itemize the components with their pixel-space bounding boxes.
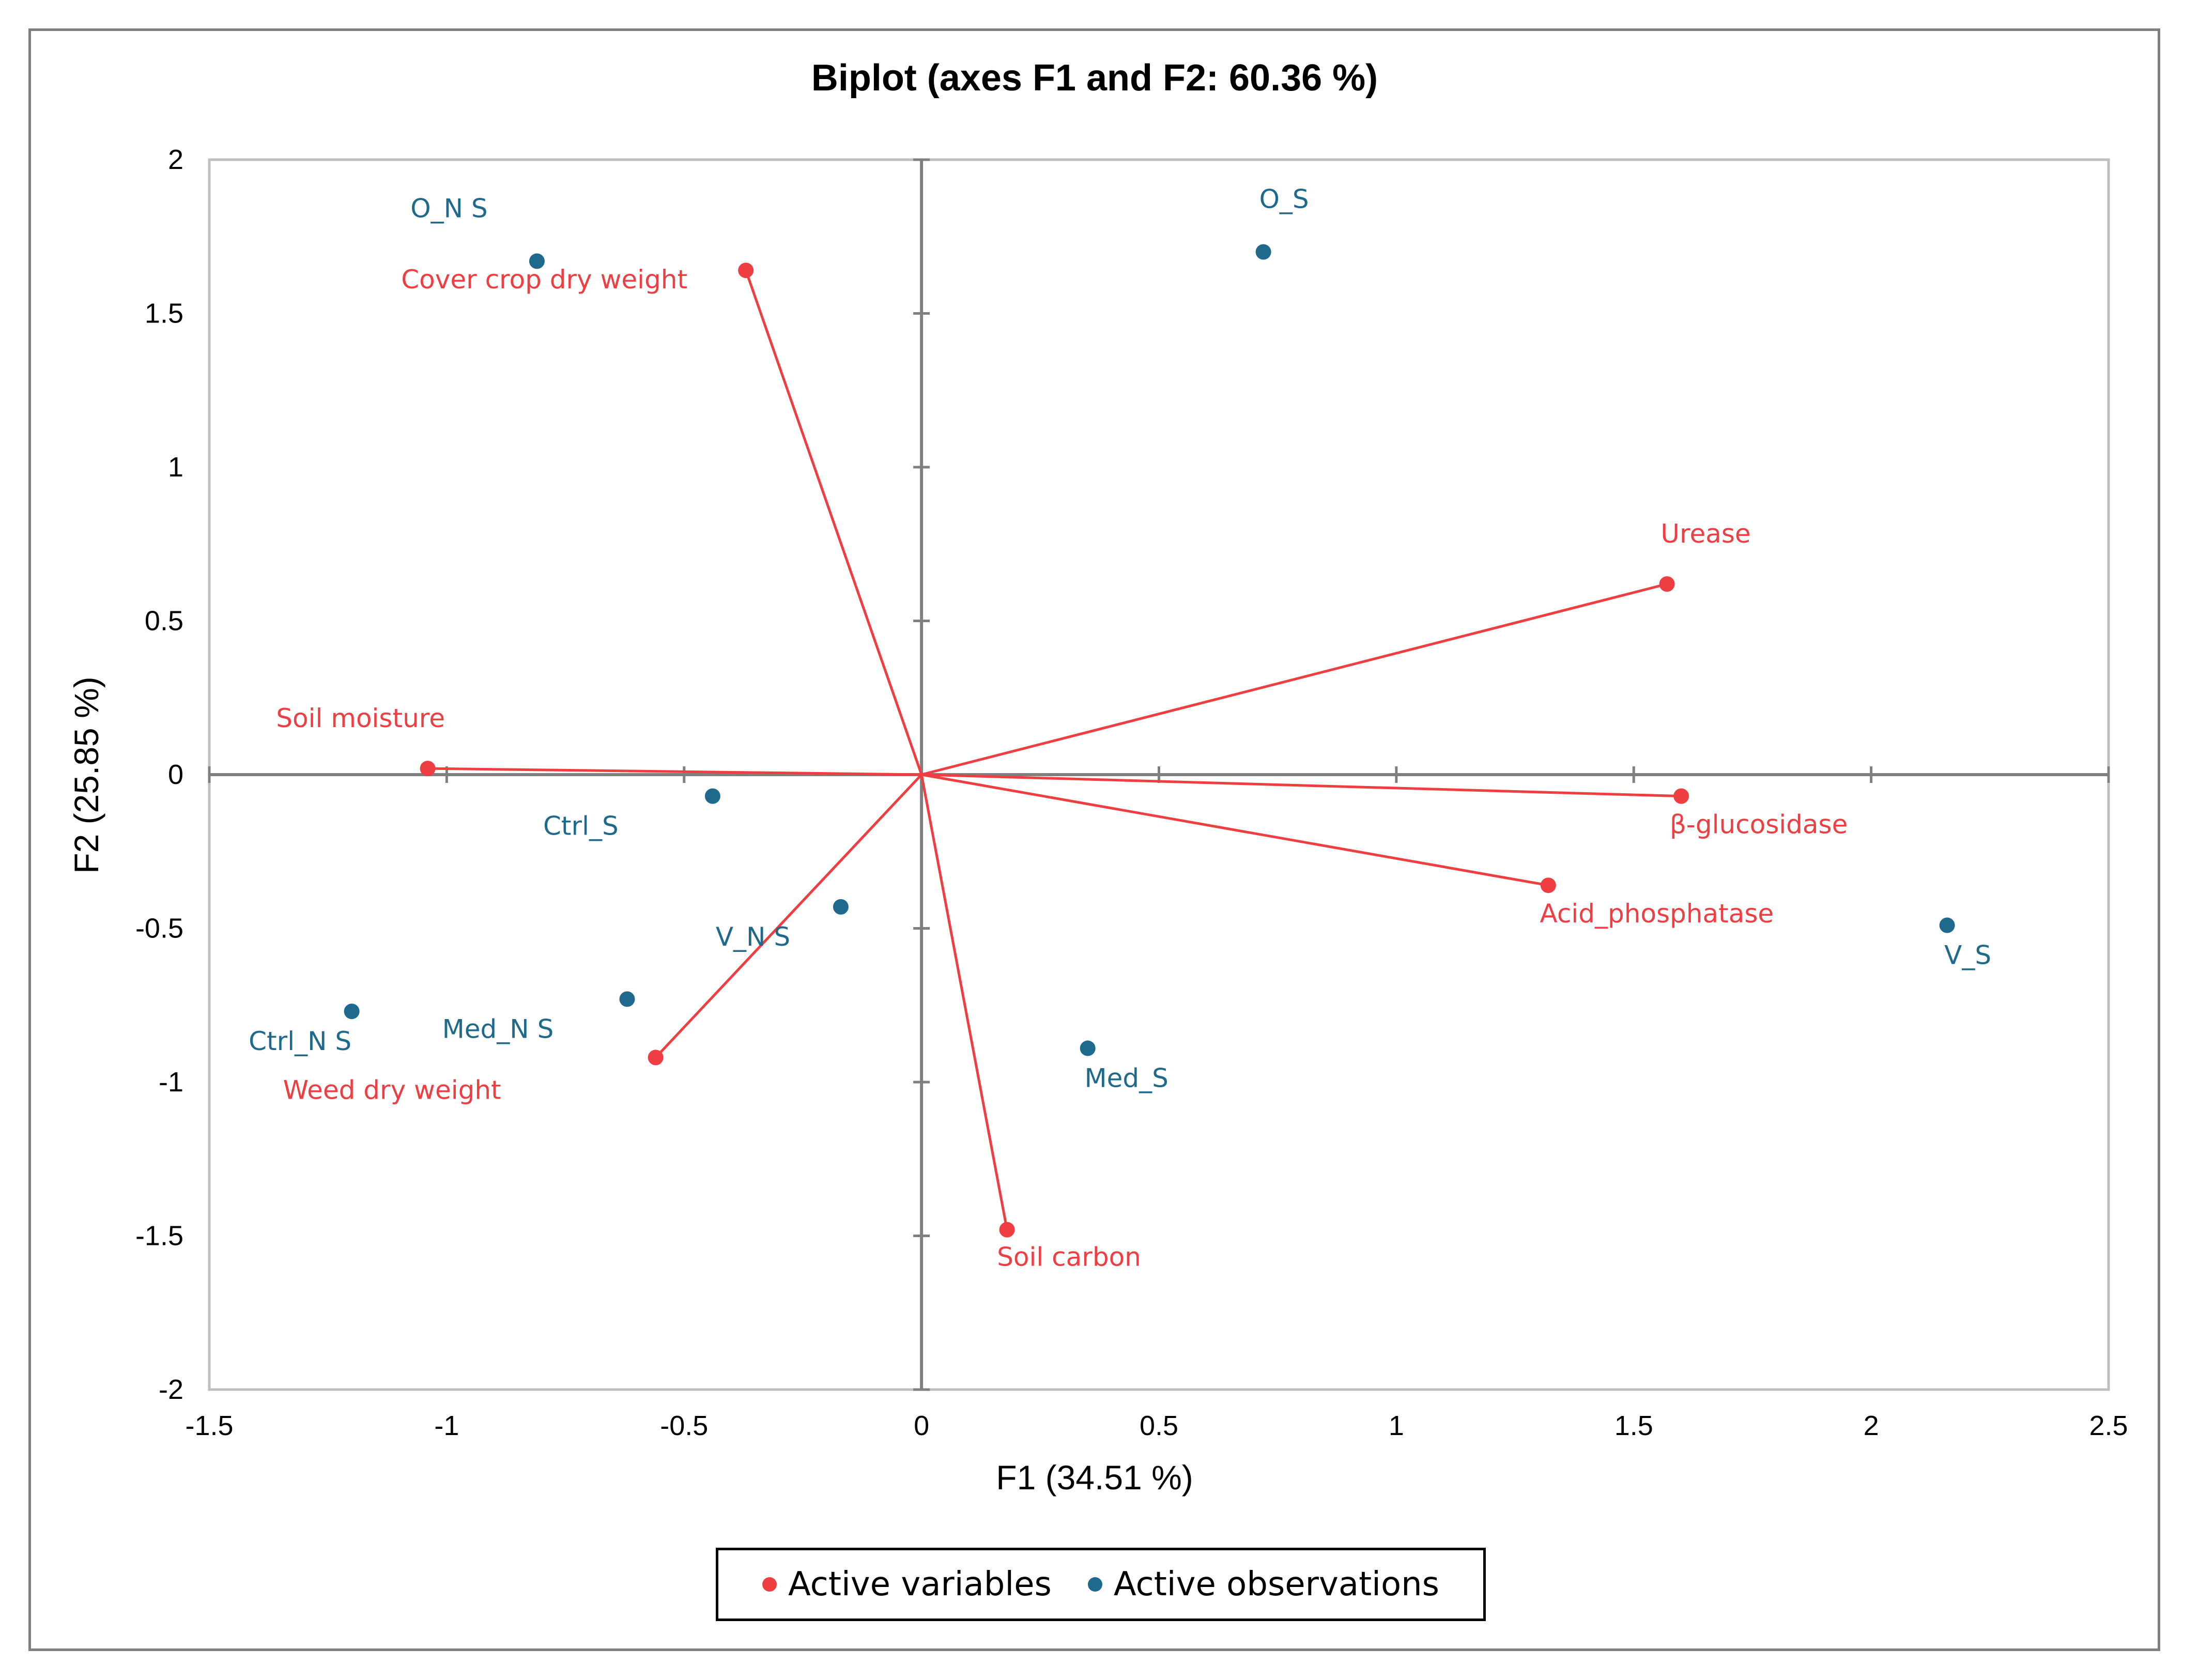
legend-entry-observations: Active observations: [1087, 1565, 1439, 1604]
variable-vector: [921, 582, 1668, 776]
variable-label: Acid_phosphatase: [1540, 899, 1774, 929]
observation-point: [344, 1004, 360, 1020]
legend-entry-variables: Active variables: [762, 1565, 1052, 1604]
variable-vector: [744, 270, 923, 775]
variable-point: [1540, 877, 1556, 893]
variable-label: Urease: [1660, 519, 1750, 549]
x-tick-label: -1: [434, 1410, 459, 1441]
y-tick-label: 0: [168, 759, 183, 790]
observation-point: [1939, 917, 1955, 933]
observation-label: Ctrl_N S: [249, 1026, 351, 1056]
x-tick-label: 0: [914, 1410, 929, 1441]
y-tick-label: 1.5: [145, 298, 183, 329]
variable-vector: [920, 774, 1008, 1230]
chart-frame: Biplot (axes F1 and F2: 60.36 %) F1 (34.…: [28, 28, 2160, 1651]
variable-point: [999, 1222, 1015, 1238]
variable-point: [1673, 788, 1689, 804]
variable-label: Cover crop dry weight: [401, 265, 687, 295]
y-tick-label: -0.5: [135, 913, 183, 944]
x-tick-label: -1.5: [185, 1410, 233, 1441]
x-tick-label: -0.5: [660, 1410, 708, 1441]
observation-point: [1255, 244, 1271, 260]
observation-label: V_S: [1944, 941, 1991, 970]
legend-label-observations: Active observations: [1113, 1565, 1439, 1604]
x-tick-label: 1.5: [1614, 1410, 1653, 1441]
y-tick-label: -1: [159, 1067, 183, 1098]
variable-point: [648, 1050, 664, 1066]
y-tick-label: -1.5: [135, 1221, 183, 1252]
x-tick-label: 2: [1864, 1410, 1879, 1441]
y-tick-label: 1: [168, 452, 183, 483]
y-tick-label: 0.5: [145, 606, 183, 637]
biplot-chart: Biplot (axes F1 and F2: 60.36 %) F1 (34.…: [67, 57, 2128, 1497]
variable-label: Soil carbon: [997, 1242, 1141, 1272]
variable-point: [420, 761, 436, 777]
observation-point: [619, 991, 635, 1007]
variable-vector: [427, 767, 922, 776]
observation-point: [833, 899, 849, 915]
observation-label: Med_S: [1084, 1064, 1168, 1093]
legend-marker-variables: [762, 1577, 777, 1592]
observation-point: [1080, 1040, 1096, 1056]
observation-label: O_N S: [410, 193, 487, 223]
observation-label: Med_N S: [442, 1014, 554, 1044]
variable-label: β-glucosidase: [1670, 810, 1848, 840]
legend-marker-observations: [1087, 1577, 1102, 1592]
observation-label: Ctrl_S: [543, 811, 619, 841]
variable-vector: [921, 773, 1682, 798]
x-tick-label: 1: [1389, 1410, 1404, 1441]
variable-vector: [921, 773, 1549, 887]
y-axis-title: F2 (25.85 %): [67, 676, 105, 874]
x-tick-label: 0.5: [1140, 1410, 1178, 1441]
x-tick-label: 2.5: [2089, 1410, 2128, 1441]
observation-point: [704, 788, 720, 804]
x-axis-title: F1 (34.51 %): [996, 1458, 1193, 1497]
variable-label: Soil moisture: [276, 703, 445, 733]
observation-label: V_N S: [716, 922, 790, 952]
chart-title: Biplot (axes F1 and F2: 60.36 %): [811, 57, 1378, 99]
variable-vector: [654, 774, 922, 1059]
y-tick-label: -2: [159, 1374, 183, 1405]
legend: Active variables Active observations: [716, 1548, 1486, 1621]
legend-label-variables: Active variables: [788, 1565, 1052, 1604]
y-tick-label: 2: [168, 144, 183, 175]
variable-label: Weed dry weight: [283, 1075, 501, 1105]
observation-point: [529, 253, 545, 269]
observation-label: O_S: [1259, 184, 1309, 214]
variable-point: [738, 263, 754, 279]
variable-point: [1659, 576, 1675, 592]
